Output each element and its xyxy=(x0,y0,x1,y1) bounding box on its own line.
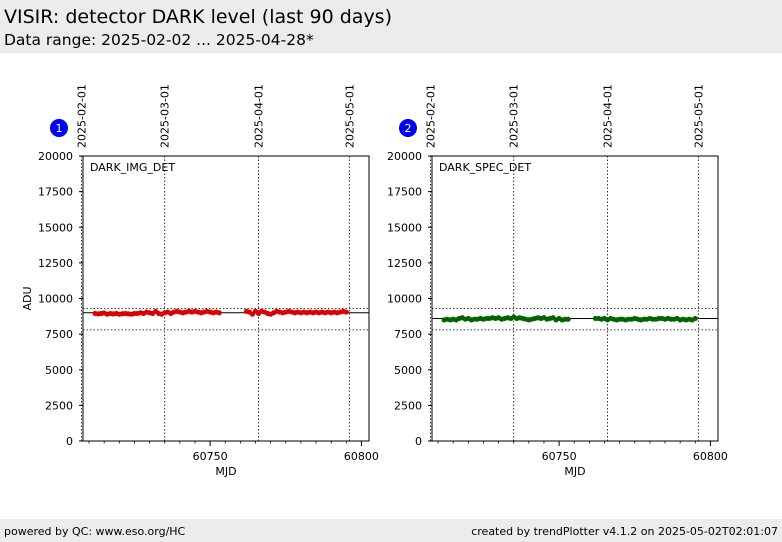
y-tick-label: 12500 xyxy=(38,257,73,270)
x-axis-label: MJD xyxy=(564,465,585,478)
x-axis-label: MJD xyxy=(215,465,236,478)
y-tick-label: 0 xyxy=(66,435,73,448)
panel-number-badge-label: 2 xyxy=(405,122,412,135)
data-point xyxy=(692,315,698,322)
y-tick-label: 10000 xyxy=(38,293,73,306)
footer-created-by: created by trendPlotter v4.1.2 on 2025-0… xyxy=(471,525,778,538)
y-tick-label: 20000 xyxy=(38,150,73,163)
data-point xyxy=(216,310,222,316)
page-header: VISIR: detector DARK level (last 90 days… xyxy=(0,0,782,53)
date-tick-label: 2025-04-01 xyxy=(253,84,266,148)
y-tick-label: 2500 xyxy=(394,399,422,412)
panel-number-badge xyxy=(399,119,417,137)
y-axis-label: ADU xyxy=(21,286,34,310)
y-tick-label: 7500 xyxy=(45,328,73,341)
axes-frame xyxy=(431,155,719,442)
page-footer: powered by QC: www.eso.org/HC created by… xyxy=(0,519,782,542)
panel-parameter-label: DARK_IMG_DET xyxy=(90,161,175,174)
date-tick-label: 2025-04-01 xyxy=(602,84,615,148)
data-point xyxy=(343,309,349,315)
y-tick-label: 15000 xyxy=(38,221,73,234)
chart-panel-2: 2025-02-01 2025-03-01 2025-04-01 2025-05-01… xyxy=(387,84,728,478)
data-point xyxy=(565,316,571,322)
date-tick-label: 2025-03-01 xyxy=(159,84,172,148)
date-tick-label: 2025-03-01 xyxy=(508,84,521,148)
date-tick-label: 2025-05-01 xyxy=(343,84,356,148)
data-range-subtitle: Data range: 2025-02-02 ... 2025-04-28* xyxy=(4,31,314,49)
y-tick-label: 2500 xyxy=(45,399,73,412)
panel-number-badge xyxy=(50,119,68,137)
x-tick-label: 60800 xyxy=(693,450,728,463)
date-tick-label: 2025-02-01 xyxy=(424,84,437,148)
y-tick-label: 17500 xyxy=(387,186,422,199)
y-tick-label: 12500 xyxy=(387,257,422,270)
panel-number-badge-label: 1 xyxy=(56,122,63,135)
y-tick-label: 10000 xyxy=(387,293,422,306)
y-tick-label: 5000 xyxy=(394,364,422,377)
y-tick-label: 0 xyxy=(415,435,422,448)
chart-panel-1: 2025-02-01 2025-03-01 2025-04-01 2025-05-01… xyxy=(21,84,379,478)
plot-area: 2025-02-01 2025-03-01 2025-04-01 2025-05-01… xyxy=(21,84,728,478)
date-tick-label: 2025-05-01 xyxy=(692,84,705,148)
y-tick-label: 5000 xyxy=(45,364,73,377)
page-title: VISIR: detector DARK level (last 90 days… xyxy=(4,6,392,28)
x-tick-label: 60800 xyxy=(344,450,379,463)
y-tick-label: 7500 xyxy=(394,328,422,341)
axes-frame xyxy=(82,155,370,442)
panel-parameter-label: DARK_SPEC_DET xyxy=(439,161,531,174)
y-tick-label: 15000 xyxy=(387,221,422,234)
x-tick-label: 60750 xyxy=(542,450,577,463)
footer-credit: powered by QC: www.eso.org/HC xyxy=(4,525,186,538)
x-tick-label: 60750 xyxy=(193,450,228,463)
y-tick-label: 17500 xyxy=(38,186,73,199)
date-tick-label: 2025-02-01 xyxy=(75,84,88,148)
y-tick-label: 20000 xyxy=(387,150,422,163)
